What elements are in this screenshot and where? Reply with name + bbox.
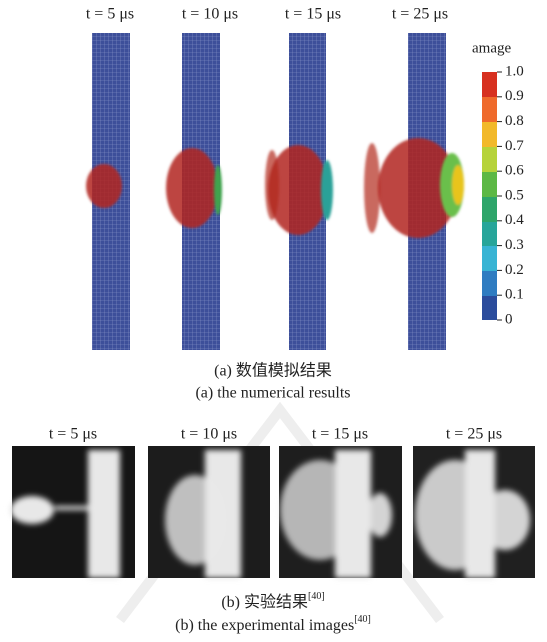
time-labels: t = 5 μs t = 10 μs t = 15 μs t = 25 μs bbox=[49, 426, 502, 443]
colorbar-tick-label: 0.9 bbox=[505, 88, 524, 104]
time-label: t = 15 μs bbox=[285, 6, 341, 23]
caption-zh: (b) 实验结果[40] bbox=[221, 591, 324, 610]
figure: t = 5 μs t = 10 μs t = 15 μs t = 25 μs a… bbox=[0, 0, 547, 642]
colorbar-tick-label: 0.7 bbox=[505, 138, 524, 154]
caption-text: (b) 实验结果 bbox=[221, 593, 308, 611]
time-label: t = 5 μs bbox=[86, 6, 134, 23]
time-label: t = 25 μs bbox=[392, 6, 448, 23]
reference: [40] bbox=[354, 614, 371, 625]
time-label: t = 25 μs bbox=[446, 426, 502, 443]
colorbar-tick-label: 0.8 bbox=[505, 113, 524, 129]
time-labels: t = 5 μs t = 10 μs t = 15 μs t = 25 μs bbox=[86, 6, 448, 23]
colorbar-tick-label: 0.5 bbox=[505, 187, 524, 203]
caption-text: (b) the experimental images bbox=[175, 617, 354, 634]
colorbar-tick-label: 1.0 bbox=[505, 63, 524, 79]
time-label: t = 15 μs bbox=[312, 426, 368, 443]
colorbar-tick-label: 0.3 bbox=[505, 237, 524, 253]
colorbar-tick-label: 0 bbox=[505, 311, 513, 327]
time-label: t = 5 μs bbox=[49, 426, 97, 443]
colorbar-tick-label: 0.2 bbox=[505, 262, 524, 278]
colorbar-tick-label: 0.1 bbox=[505, 287, 524, 303]
colorbar-tick-label: 0.6 bbox=[505, 163, 524, 179]
colorbar-tick-label: 0.4 bbox=[505, 212, 524, 228]
caption-en: (b) the experimental images[40] bbox=[175, 614, 371, 633]
time-label: t = 10 μs bbox=[181, 426, 237, 443]
reference: [40] bbox=[308, 591, 325, 602]
experimental-images bbox=[10, 446, 535, 578]
colorbar bbox=[482, 72, 497, 320]
time-label: t = 10 μs bbox=[182, 6, 238, 23]
simulation-meshes bbox=[86, 33, 464, 350]
caption-zh: (a) 数值模拟结果 bbox=[214, 362, 332, 380]
colorbar-title: amage bbox=[472, 40, 511, 56]
caption-en: (a) the numerical results bbox=[195, 385, 350, 402]
